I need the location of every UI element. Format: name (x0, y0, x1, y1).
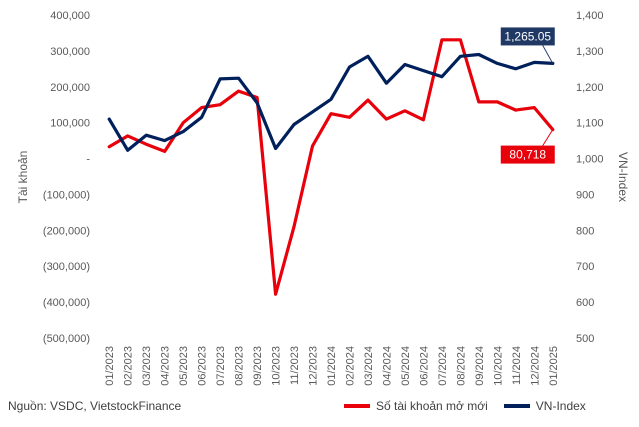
left-tick-label: (500,000) (43, 333, 90, 345)
x-tick-label: 06/2023 (197, 346, 209, 386)
right-tick-label: 1,100 (576, 118, 604, 130)
x-tick-label: 08/2024 (455, 346, 467, 386)
x-tick-label: 03/2023 (141, 346, 153, 386)
x-tick-label: 01/2024 (326, 346, 338, 386)
right-tick-label: 1,000 (576, 154, 604, 166)
x-tick-label: 07/2023 (215, 346, 227, 386)
series-line-vn-index (107, 52, 555, 152)
source-note: Nguồn: VSDC, VietstockFinance (8, 399, 182, 413)
x-tick-label: 12/2023 (308, 346, 320, 386)
right-tick-label: 500 (576, 333, 594, 345)
x-tick-label: 03/2024 (363, 346, 375, 386)
x-tick-label: 11/2023 (289, 346, 301, 385)
x-tick-label: 01/2023 (104, 346, 116, 386)
legend-swatch-navy (503, 404, 530, 408)
left-tick-label: 300,000 (50, 46, 90, 58)
x-tick-label: 05/2024 (400, 346, 412, 386)
x-tick-label: 10/2023 (271, 346, 283, 386)
x-tick-label: 07/2024 (437, 346, 449, 386)
x-tick-label: 12/2024 (529, 346, 541, 386)
series-layer (107, 38, 555, 296)
left-tick-label: (200,000) (43, 225, 90, 237)
left-tick-label: (400,000) (43, 297, 90, 309)
x-tick-label: 08/2023 (234, 346, 246, 386)
annotation-leader (542, 45, 554, 64)
x-tick-label: 06/2024 (418, 346, 430, 386)
right-tick-label: 1,200 (576, 82, 604, 94)
x-tick-label: 09/2024 (474, 346, 486, 386)
annotation-box (500, 145, 555, 164)
x-tick-label: 04/2023 (160, 346, 172, 386)
x-tick-label: 01/2025 (548, 346, 560, 386)
left-tick-label: 200,000 (50, 82, 90, 94)
left-tick-label: (300,000) (43, 261, 90, 273)
x-tick-label: 04/2024 (381, 346, 393, 386)
legend: Số tài khoản mở mới VN-Index (344, 399, 596, 413)
annotation-box (500, 27, 555, 46)
annotation-leader (542, 129, 554, 146)
right-tick-label: 600 (576, 297, 594, 309)
right-tick-label: 800 (576, 225, 594, 237)
x-tick-label: 05/2023 (178, 346, 190, 386)
right-tick-label: 1,300 (576, 46, 604, 58)
annotation-layer: 1,265.05 80,718 (500, 27, 555, 164)
x-tick-label: 11/2024 (511, 346, 523, 385)
right-tick-label: 700 (576, 261, 594, 273)
legend-swatch-red (344, 404, 370, 408)
legend-item-new-accounts: Số tài khoản mở mới (344, 399, 488, 413)
left-axis-ticks: 400,000 300,000 200,000 100,000 - (100,000) (2… (43, 10, 90, 345)
legend-label: VN-Index (535, 399, 586, 413)
annotation-label: 80,718 (509, 148, 546, 162)
x-tick-label: 02/2024 (344, 346, 356, 386)
series-line-new-accounts (107, 38, 555, 296)
x-axis-ticks: 01/2023 02/2023 03/2023 04/2023 05/2023 06/20… (104, 346, 560, 386)
right-axis-title: VN-Index (616, 152, 630, 202)
x-tick-label: 10/2024 (492, 346, 504, 386)
right-tick-label: 1,400 (576, 10, 604, 22)
left-axis-title: Tài khoản (16, 151, 30, 204)
annotation-label: 1,265.05 (504, 29, 551, 43)
legend-item-vn-index: VN-Index (503, 399, 586, 413)
left-tick-label: - (86, 154, 90, 166)
legend-label: Số tài khoản mở mới (376, 399, 488, 413)
right-axis-ticks: 1,400 1,300 1,200 1,100 1,000 900 800 700 600 500 (576, 10, 604, 345)
right-tick-label: 900 (576, 189, 594, 201)
x-tick-label: 09/2023 (252, 346, 264, 386)
x-tick-label: 02/2023 (123, 346, 135, 386)
left-tick-label: 100,000 (50, 118, 90, 130)
left-tick-label: 400,000 (50, 10, 90, 22)
left-tick-label: (100,000) (43, 189, 90, 201)
